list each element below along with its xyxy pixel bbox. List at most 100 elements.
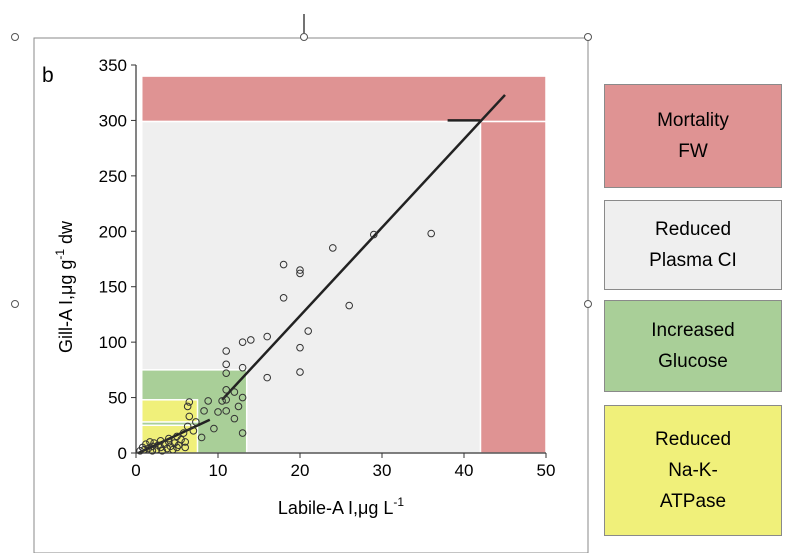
data-point-57 [279,260,288,269]
data-point-36 [204,397,212,405]
data-point-41 [222,360,230,369]
x-axis-label-unit: g L [368,498,393,518]
resize-handle-middle-left[interactable] [11,300,19,308]
data-point-13 [158,446,167,455]
legend-increased-glucose: Increased Glucose [604,300,782,392]
data-point-51 [238,393,247,402]
data-point-17 [165,434,173,443]
y-tick-label-1: 50 [108,389,127,408]
data-point-27 [181,438,189,446]
data-point-5 [146,438,154,446]
legend-reduced-plasma-line-1: Reduced [654,219,732,240]
y-tick-label-0: 0 [118,444,127,463]
data-point-16 [165,438,173,446]
legend-reduced-plasma: Reduced Plasma CI [604,200,782,290]
data-point-6 [148,446,157,455]
region-mortality-1 [479,120,547,454]
axes [135,65,546,454]
x-tick-label-5: 50 [537,461,556,480]
data-point-60 [296,343,304,352]
data-point-43 [222,386,230,394]
data-point-40 [222,347,230,355]
data-point-63 [329,244,337,252]
x-tick-label-0: 0 [131,461,140,480]
y-tick-label-4: 200 [99,222,127,241]
y-axis-label-exp: -1 [53,249,67,260]
y-tick-label-6: 300 [99,111,127,130]
data-point-24 [177,435,185,444]
resize-handle-top-center[interactable] [300,33,308,41]
data-point-65 [370,230,378,239]
x-tick-label-4: 40 [455,461,474,480]
legend-increased-glucose-line-2: Glucose [658,351,728,372]
legend-reduced-atpase-line-2: Na-K- [668,460,718,481]
data-point-3 [142,440,150,448]
data-point-29 [185,412,194,421]
legend-reduced-atpase: Reduced Na-K- ATPase [604,405,782,536]
x-axis-label-exp: -1 [393,495,404,509]
data-point-28 [183,422,192,431]
data-point-8 [150,439,158,447]
legend-reduced-atpase-line-1: Reduced [654,429,732,450]
data-point-62 [304,327,313,335]
x-tick-label-1: 10 [209,461,228,480]
data-point-37 [210,424,218,433]
legend-mortality-line-2: FW [678,141,708,162]
data-point-20 [170,439,179,447]
y-axis-label-unit: g g [56,260,76,285]
y-tick-label-2: 100 [99,333,127,352]
resize-handle-middle-right[interactable] [584,300,592,308]
y-tick-label-3: 150 [99,278,127,297]
y-axis-label-mu: μ [56,285,76,295]
data-point-34 [197,433,206,442]
data-point-52 [238,429,247,437]
x-axis-label-mu: μ [358,498,368,518]
tick-layer: 0 10 20 30 40 50 0 50 100 150 200 250 300 350 [99,56,556,480]
data-point-38 [214,408,222,416]
legend-increased-glucose-line-1: Increased [651,320,735,341]
data-point-64 [345,301,354,310]
data-point-55 [263,373,272,382]
data-point-31 [185,398,194,406]
data-point-54 [263,332,272,341]
legend-reduced-atpase-line-3: ATPase [659,491,727,512]
data-point-50 [238,338,247,346]
data-point-47 [230,388,239,396]
data-point-56 [279,294,288,302]
regression-line [221,94,506,401]
x-axis-label: Labile-A I,μg L-1 [278,495,404,518]
data-point-66 [427,229,436,238]
region-mortality-0 [140,75,547,123]
panel-label: b [42,64,54,87]
data-point-42 [222,369,230,377]
y-tick-label-5: 250 [99,167,127,186]
data-point-39 [218,397,226,405]
region-layer [140,75,547,454]
resize-handle-top-right[interactable] [584,33,592,41]
figure-frame [33,37,589,553]
legend-mortality: Mortality FW [604,84,782,188]
y-axis-label-dw: dw [56,220,76,249]
data-point-49 [238,363,247,372]
data-point-25 [179,429,188,437]
x-tick-label-3: 30 [373,461,392,480]
data-point-32 [189,427,198,435]
x-tick-label-2: 20 [291,461,310,480]
legend-mortality-line-1: Mortality [657,110,729,131]
data-point-30 [183,402,192,411]
data-point-45 [222,407,230,415]
data-point-48 [234,402,243,411]
resize-handle-top-left[interactable] [11,33,19,41]
data-point-58 [296,269,304,278]
data-point-35 [200,407,208,415]
data-point-44 [222,395,230,404]
data-point-33 [192,418,200,426]
legend-reduced-plasma-line-2: Plasma CI [649,250,737,271]
data-point-46 [230,414,239,423]
data-point-61 [296,368,304,376]
y-tick-label-7: 350 [99,56,127,75]
data-point-53 [247,336,255,344]
y-axis-label-text: Gill-A I, [56,295,76,353]
data-point-26 [181,443,189,452]
